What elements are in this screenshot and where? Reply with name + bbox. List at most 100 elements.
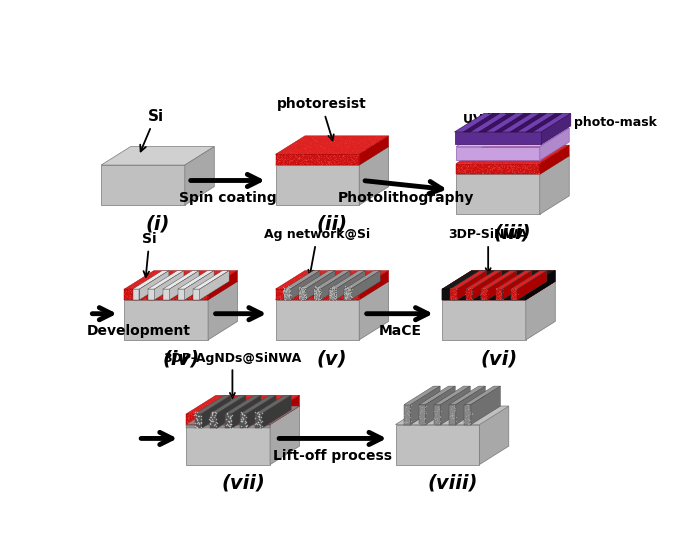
Point bbox=[167, 295, 178, 304]
Point bbox=[452, 295, 463, 304]
Point bbox=[310, 289, 321, 298]
Point bbox=[155, 288, 166, 296]
Point bbox=[464, 162, 475, 171]
Point bbox=[458, 169, 469, 178]
Point bbox=[196, 412, 207, 421]
Point bbox=[298, 287, 309, 296]
Point bbox=[499, 163, 510, 172]
Polygon shape bbox=[148, 289, 155, 300]
Point bbox=[482, 165, 493, 174]
Point bbox=[496, 268, 507, 277]
Point bbox=[272, 158, 283, 167]
Polygon shape bbox=[472, 271, 501, 300]
Point bbox=[516, 287, 527, 295]
Point bbox=[318, 285, 329, 294]
Point bbox=[319, 288, 329, 296]
Point bbox=[273, 287, 284, 295]
Point bbox=[342, 290, 353, 299]
Point bbox=[157, 294, 168, 303]
Point bbox=[298, 292, 309, 300]
Point bbox=[475, 287, 486, 296]
Point bbox=[477, 164, 488, 173]
Point bbox=[557, 144, 568, 153]
Point bbox=[233, 405, 244, 414]
Point bbox=[514, 286, 525, 295]
Point bbox=[312, 150, 323, 159]
Point bbox=[488, 169, 499, 178]
Point bbox=[305, 286, 316, 294]
Point bbox=[345, 159, 356, 168]
Point bbox=[127, 294, 138, 302]
Point bbox=[232, 412, 243, 421]
Point bbox=[299, 151, 310, 160]
Point bbox=[519, 158, 530, 167]
Polygon shape bbox=[255, 395, 291, 414]
Point bbox=[517, 289, 528, 298]
Point bbox=[495, 166, 506, 175]
Point bbox=[315, 272, 326, 281]
Point bbox=[512, 164, 523, 173]
Point bbox=[450, 413, 461, 421]
Point bbox=[208, 279, 219, 288]
Point bbox=[223, 405, 234, 414]
Point bbox=[197, 282, 208, 291]
Point bbox=[125, 282, 136, 291]
Point bbox=[529, 167, 540, 176]
Point bbox=[296, 290, 307, 299]
Point bbox=[495, 290, 506, 299]
Point bbox=[195, 416, 206, 425]
Point bbox=[534, 168, 545, 176]
Polygon shape bbox=[396, 406, 509, 425]
Point bbox=[338, 288, 349, 297]
Point bbox=[499, 289, 510, 298]
Point bbox=[233, 415, 244, 424]
Point bbox=[466, 291, 477, 300]
Point bbox=[319, 155, 330, 164]
Point bbox=[172, 289, 183, 298]
Point bbox=[359, 146, 370, 155]
Point bbox=[305, 290, 316, 299]
Point bbox=[496, 161, 507, 169]
Point bbox=[460, 290, 471, 299]
Point bbox=[201, 290, 212, 299]
Point bbox=[340, 294, 351, 302]
Point bbox=[292, 283, 303, 292]
Point bbox=[260, 402, 271, 410]
Point bbox=[473, 166, 484, 175]
Point bbox=[475, 158, 486, 167]
Point bbox=[305, 289, 316, 298]
Point bbox=[349, 152, 360, 161]
Point bbox=[275, 292, 286, 300]
Point bbox=[328, 284, 339, 293]
Point bbox=[127, 292, 138, 300]
Point bbox=[510, 166, 521, 175]
Point bbox=[339, 153, 350, 162]
Polygon shape bbox=[511, 289, 517, 300]
Point bbox=[303, 292, 314, 301]
Point bbox=[169, 289, 180, 298]
Point bbox=[159, 290, 170, 299]
Point bbox=[277, 293, 288, 301]
Point bbox=[323, 160, 334, 169]
Point bbox=[503, 167, 514, 176]
Point bbox=[469, 279, 480, 288]
Point bbox=[191, 410, 202, 419]
Point bbox=[310, 294, 321, 303]
Point bbox=[151, 293, 162, 302]
Point bbox=[313, 156, 324, 165]
Point bbox=[248, 419, 259, 427]
Point bbox=[309, 290, 320, 299]
Point bbox=[349, 290, 360, 299]
Point bbox=[278, 294, 289, 302]
Point bbox=[219, 272, 230, 281]
Point bbox=[206, 274, 216, 283]
Point bbox=[325, 292, 336, 300]
Point bbox=[190, 283, 201, 292]
Point bbox=[475, 271, 486, 280]
Point bbox=[282, 285, 292, 294]
Point bbox=[249, 414, 260, 423]
Point bbox=[192, 418, 203, 426]
Point bbox=[192, 289, 203, 298]
Point bbox=[272, 154, 283, 163]
Point bbox=[326, 272, 337, 281]
